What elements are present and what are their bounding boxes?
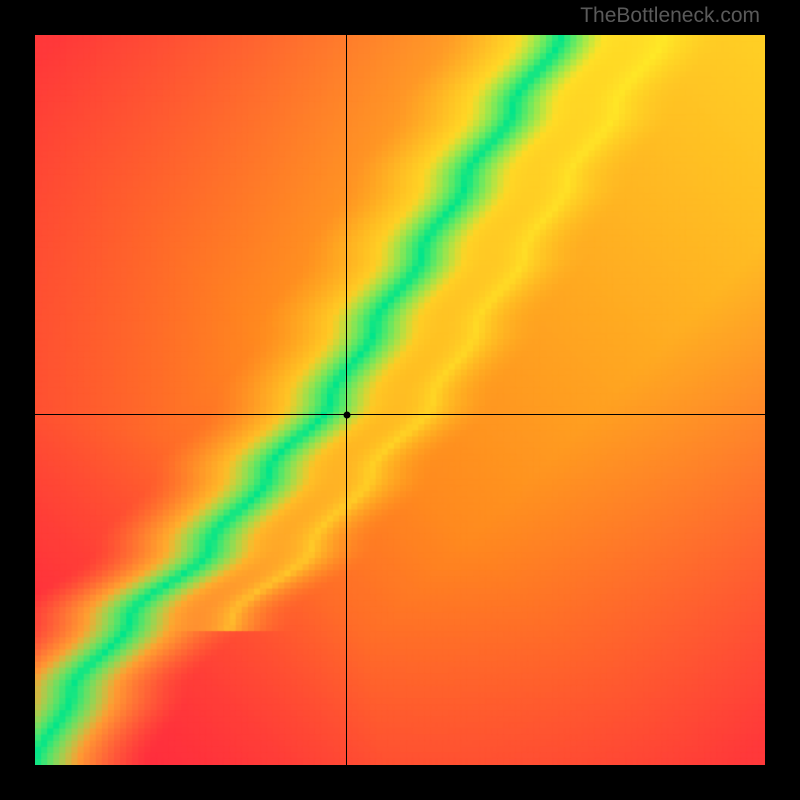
heatmap-canvas xyxy=(35,35,765,765)
watermark-text: TheBottleneck.com xyxy=(580,4,760,28)
